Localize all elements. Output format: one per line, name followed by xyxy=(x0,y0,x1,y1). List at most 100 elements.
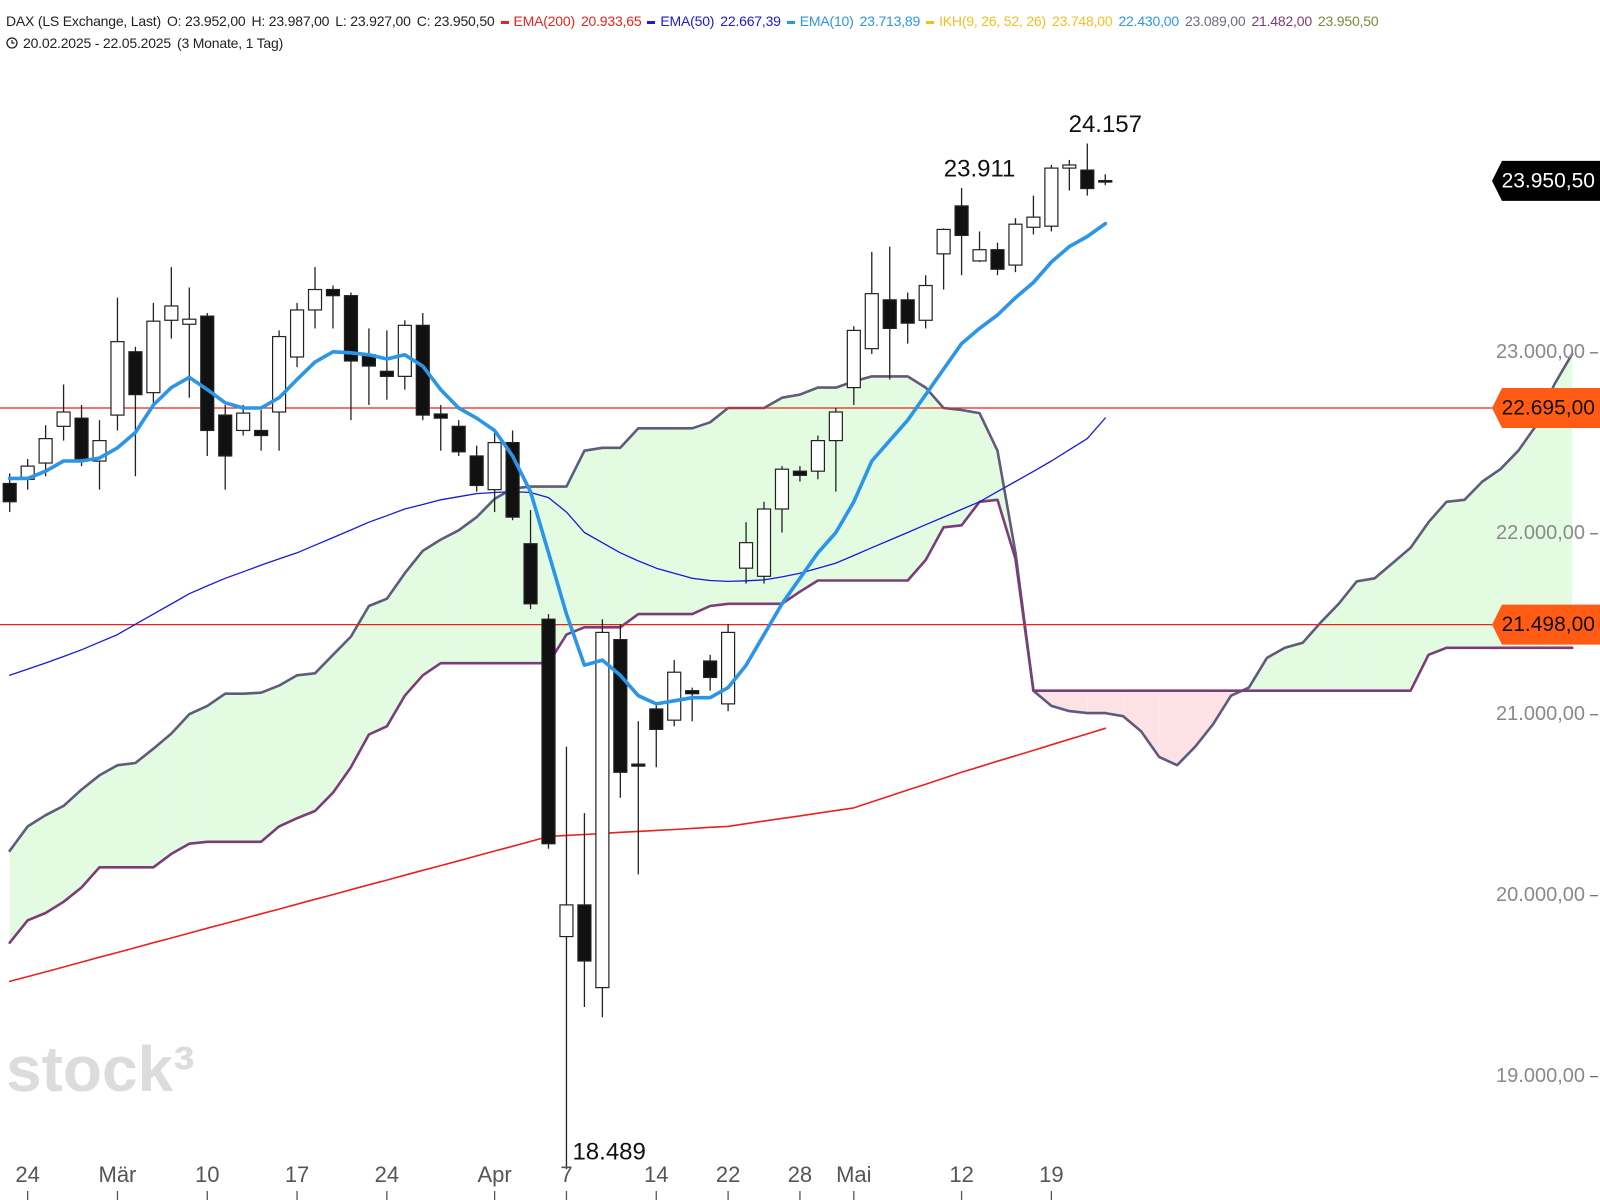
candle-body xyxy=(828,411,843,442)
cloud-area xyxy=(566,450,585,635)
y-tick-label: 20.000,00 xyxy=(1496,884,1585,906)
candle-body xyxy=(900,299,915,324)
candle-body xyxy=(343,295,359,362)
candle-body xyxy=(433,413,448,419)
cloud-area xyxy=(1482,469,1501,648)
x-tick-label: 24 xyxy=(15,1162,39,1187)
legend-swatch xyxy=(926,20,935,24)
candle-body xyxy=(649,708,664,730)
candle-body xyxy=(397,324,412,377)
legend-value: 22.667,39 xyxy=(720,13,781,29)
x-tick-label: 28 xyxy=(788,1162,812,1187)
cloud-area xyxy=(476,498,495,664)
candle-body xyxy=(451,425,466,453)
x-tick-label: Mär xyxy=(99,1162,137,1187)
cloud-area xyxy=(512,486,531,664)
cloud-area xyxy=(925,387,944,561)
x-tick-label: 12 xyxy=(949,1162,973,1187)
cloud-area xyxy=(1518,425,1537,648)
legend-value: 23.950,50 xyxy=(1317,13,1379,29)
legend-value: 23.089,00 xyxy=(1184,13,1246,29)
cloud-area xyxy=(907,376,926,581)
ohlc-value: C: 23.950,50 xyxy=(416,13,495,29)
candle-body xyxy=(1062,164,1077,169)
high-label: 23.911 xyxy=(944,155,1016,182)
cloud-area xyxy=(332,636,351,793)
cloud-area xyxy=(315,654,333,811)
ohlc-value: L: 23.927,00 xyxy=(335,13,411,29)
cloud-area xyxy=(1159,690,1178,766)
cloud-area xyxy=(1374,563,1393,691)
cloud-area xyxy=(889,376,908,581)
ohlc-value: O: 23.952,00 xyxy=(166,13,246,29)
candle-body xyxy=(918,284,933,321)
candle-body xyxy=(325,288,341,297)
x-tick-label: 10 xyxy=(195,1162,219,1187)
cloud-area xyxy=(620,428,639,628)
cloud-area xyxy=(1123,690,1142,732)
candle-body xyxy=(289,309,305,358)
ema-line xyxy=(8,727,1107,983)
candle-body xyxy=(936,228,951,255)
x-tick-label: Mai xyxy=(836,1162,871,1187)
candle-body xyxy=(990,249,1005,270)
legend-name: EMA(50) xyxy=(660,13,715,29)
candle-body xyxy=(1044,167,1059,227)
cloud-area xyxy=(1428,501,1447,655)
cloud-area xyxy=(638,428,657,615)
candle-body xyxy=(110,341,125,416)
high-label: 24.157 xyxy=(1069,111,1142,138)
cloud-area xyxy=(458,517,477,664)
candle-body xyxy=(703,660,718,679)
y-tick-label: 23.000,00 xyxy=(1496,341,1585,363)
cloud-area xyxy=(1320,603,1339,691)
cloud-area xyxy=(656,428,675,615)
candle-body xyxy=(577,904,592,962)
candle-body xyxy=(74,417,89,460)
cloud-area xyxy=(1105,690,1124,717)
candle-body xyxy=(146,320,161,394)
cloud-area xyxy=(943,408,962,528)
last-price-box-label: 23.950,50 xyxy=(1502,169,1595,192)
cloud-area xyxy=(674,428,693,615)
header: DAX (LS Exchange, Last) O: 23.952,00 H: 23… xyxy=(6,10,1384,54)
cloud-area xyxy=(27,815,46,921)
cloud-area xyxy=(171,714,190,854)
cloud-area xyxy=(1069,690,1088,714)
clock-icon xyxy=(6,37,18,49)
plot-area: 18.489 23.911 24.157 xyxy=(0,111,1574,1170)
y-tick-label: 19.000,00 xyxy=(1496,1065,1585,1087)
candle-body xyxy=(487,441,502,491)
last-price-box xyxy=(1492,160,1600,201)
candle-body xyxy=(631,763,646,767)
ohlc-value: H: 23.987,00 xyxy=(251,13,330,29)
cloud-area xyxy=(243,692,262,842)
candle-body xyxy=(613,639,628,773)
cloud-area xyxy=(386,573,405,727)
date-range: 20.02.2025 - 22.05.2025 xyxy=(23,35,171,51)
legend-value: 20.933,65 xyxy=(580,13,642,29)
cloud-area xyxy=(1500,450,1519,648)
cloud-area xyxy=(63,789,82,902)
cloud-area xyxy=(1177,690,1196,766)
cloud-area xyxy=(297,673,316,819)
header-line: 20.02.2025 - 22.05.2025 (3 Monate, 1 Tag) xyxy=(6,32,1384,54)
candle-body xyxy=(756,508,772,577)
legend-name: EMA(200) xyxy=(513,13,576,29)
candle-body xyxy=(182,318,197,325)
span-a-line xyxy=(8,352,1574,853)
cloud-area xyxy=(871,376,890,581)
candle-body xyxy=(792,470,808,476)
cloud-area xyxy=(494,488,513,664)
cloud-area xyxy=(368,598,387,735)
candle-body xyxy=(595,631,610,989)
candle-body xyxy=(1008,223,1023,266)
cloud-area xyxy=(710,408,729,606)
candle-body xyxy=(1026,216,1041,228)
cloud-area xyxy=(979,413,998,502)
cloud-area xyxy=(189,705,208,844)
legend-swatch xyxy=(500,20,509,24)
candle-body xyxy=(846,329,861,389)
